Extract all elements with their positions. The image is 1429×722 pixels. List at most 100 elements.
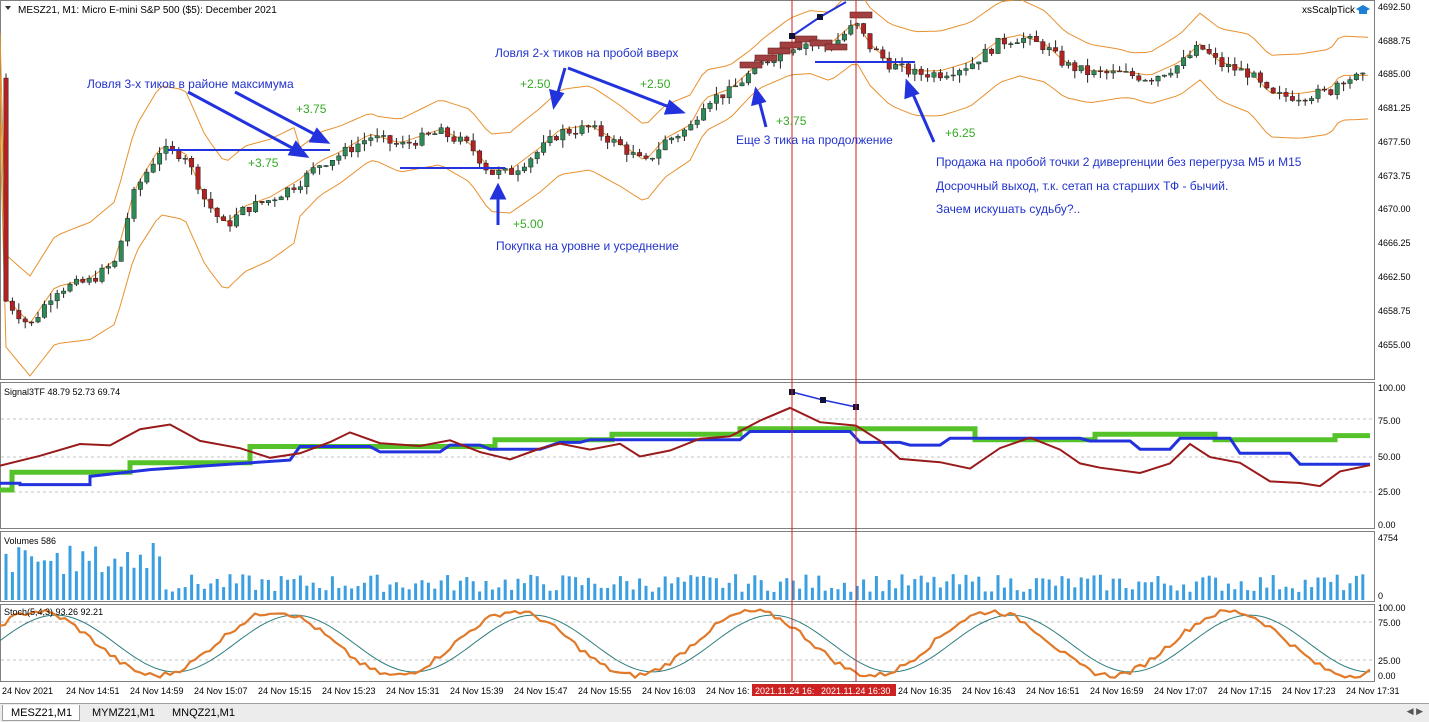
volume-bar	[682, 581, 686, 600]
volume-bar	[126, 551, 130, 600]
volume-bar	[689, 575, 693, 600]
volume-bar	[702, 575, 706, 600]
volume-bar	[625, 581, 629, 600]
volume-bar	[785, 578, 789, 600]
volume-bar	[1207, 575, 1211, 600]
candle-body	[227, 220, 233, 227]
profit-label: +5.00	[513, 217, 544, 231]
volume-bar	[222, 587, 226, 600]
volume-bar	[1073, 587, 1077, 600]
candle-body	[1072, 62, 1078, 72]
candle-body	[854, 23, 860, 26]
candle-body	[9, 300, 15, 311]
candle-body	[1251, 72, 1257, 78]
volume-bar	[254, 589, 258, 600]
candle-body	[688, 124, 694, 131]
candle-body	[297, 186, 303, 190]
volume-bar	[228, 574, 232, 600]
candle-body	[733, 85, 739, 88]
candle-body	[509, 168, 515, 175]
chart-canvas[interactable]: MESZ21, M1: Micro E-mini S&P 500 ($5): D…	[0, 0, 1429, 703]
candle-body	[208, 198, 214, 209]
volume-bar	[202, 588, 206, 600]
candle-body	[1232, 64, 1238, 71]
volume-bar	[1201, 577, 1205, 600]
volume-bar	[1034, 578, 1038, 600]
candle-body	[541, 142, 547, 153]
candle-body	[214, 207, 220, 217]
volume-bar	[926, 582, 930, 600]
volume-bar	[94, 546, 98, 600]
symbol-tabs-bar: MESZ21,M1 MYMZ21,M1 MNQZ21,M1 ◀ ▶	[0, 703, 1429, 722]
candle-body	[1008, 43, 1014, 45]
candle-body	[489, 169, 495, 175]
volume-bar	[1239, 581, 1243, 600]
volume-bar	[62, 573, 66, 600]
candle-body	[681, 129, 687, 137]
time-tick: 24 Nov 17:31	[1346, 686, 1400, 696]
annotation-arrow	[567, 66, 673, 110]
volume-bar	[81, 551, 85, 600]
volume-bar	[1316, 577, 1320, 600]
volume-bar	[1150, 582, 1154, 600]
candle-body	[528, 158, 534, 168]
volume-bar	[516, 578, 520, 600]
expert-name: xsScalpTick	[1302, 5, 1356, 16]
volume-panel[interactable]	[0, 531, 1375, 602]
candle-body	[393, 143, 399, 145]
candle-body	[707, 103, 713, 109]
tab-mymz21[interactable]: MYMZ21,M1	[92, 707, 155, 719]
volume-bar	[279, 576, 283, 600]
chart-menu-arrow-icon[interactable]	[5, 6, 11, 10]
candle-body	[483, 162, 489, 171]
candle-body	[1206, 49, 1212, 54]
volume-bar	[87, 560, 91, 600]
candle-body	[630, 152, 636, 155]
signal-blue-line	[0, 430, 1370, 487]
candle-body	[329, 160, 335, 166]
profit-label: +6.25	[945, 126, 976, 140]
candle-body	[131, 189, 137, 219]
profit-label: +3.75	[776, 114, 807, 128]
stoch-panel[interactable]	[0, 604, 1375, 682]
annotation-arrow	[234, 90, 319, 138]
volume-bar	[548, 590, 552, 600]
candle-body	[1289, 96, 1295, 101]
candle-body	[521, 166, 527, 172]
candle-body	[1283, 92, 1289, 97]
volume-bar	[401, 587, 405, 600]
divergence-point	[817, 14, 823, 20]
volume-bar	[951, 574, 955, 600]
candle-body	[912, 68, 918, 75]
volume-bar	[823, 590, 827, 600]
main-price-panel[interactable]	[0, 0, 1375, 380]
time-tick: 24 Nov 14:51	[66, 686, 120, 696]
volume-bar	[170, 591, 174, 600]
tabs-scroll-arrows[interactable]: ◀ ▶	[1406, 706, 1423, 716]
expert-hat-icon[interactable]	[1356, 5, 1370, 14]
candle-body	[80, 278, 86, 283]
volume-bar	[1137, 581, 1141, 600]
candle-body	[246, 206, 252, 213]
volume-bar	[1188, 591, 1192, 600]
stoch-tick: 100.00	[1378, 603, 1406, 613]
volume-bar	[394, 582, 398, 600]
signal-panel[interactable]	[0, 382, 1375, 529]
annotation-catch-max: Ловля 3-х тиков в районе максимума	[87, 77, 294, 91]
candle-body	[893, 64, 899, 70]
volume-bar	[1220, 590, 1224, 600]
time-tick: 24 Nov 16:	[706, 686, 750, 696]
volume-bar	[1047, 579, 1051, 600]
candle-body	[841, 33, 847, 41]
candle-body	[1296, 99, 1302, 102]
candle-body	[873, 48, 879, 51]
volume-bar	[561, 575, 565, 600]
candle-body	[86, 277, 92, 283]
volume-bar	[900, 574, 904, 600]
volume-bar	[42, 560, 46, 600]
candle-body	[73, 278, 79, 285]
volume-bar	[759, 580, 763, 600]
volume-bar	[977, 576, 981, 600]
tab-mesz21[interactable]: MESZ21,M1	[2, 705, 80, 721]
tab-mnqz21[interactable]: MNQZ21,M1	[172, 707, 235, 719]
